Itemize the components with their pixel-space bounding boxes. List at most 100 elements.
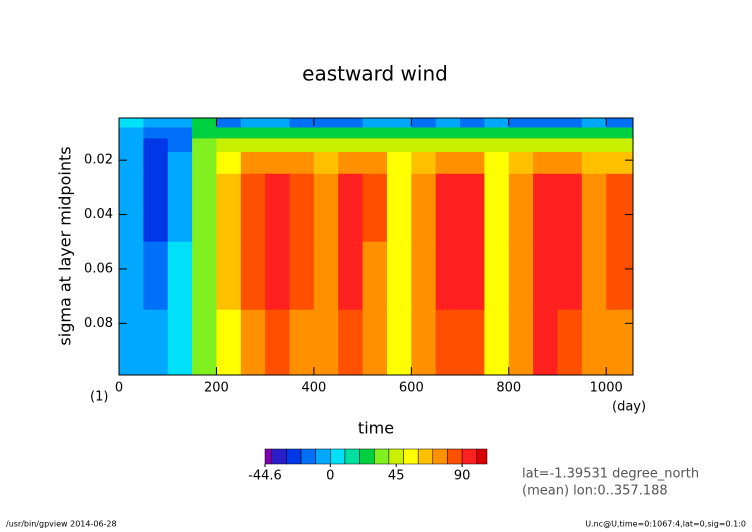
contour-cell (265, 138, 291, 153)
contour-cell (265, 118, 291, 129)
contour-cell (460, 118, 485, 129)
contour-cell (192, 118, 217, 129)
contour-cell (192, 241, 217, 311)
contour-cell (143, 173, 169, 243)
annotation: (mean) lon:0..357.188 (522, 484, 668, 499)
contour-cell (265, 241, 291, 311)
contour-cell (508, 151, 534, 175)
contour-cell (557, 309, 583, 376)
contour-cell (338, 118, 364, 129)
contour-cell (289, 309, 315, 376)
contour-cell (484, 173, 510, 243)
contour-cell (557, 173, 583, 243)
contour-cell (240, 173, 266, 243)
contour-cell (435, 138, 461, 153)
contour-cell (362, 151, 388, 175)
contour-cell (167, 151, 193, 175)
contour-cell (606, 138, 634, 153)
contour-cell (265, 151, 291, 175)
contour-cell (606, 151, 634, 175)
colorbar-box (300, 448, 316, 465)
contour-cell (484, 127, 510, 139)
contour-cell (143, 118, 169, 129)
colorbar-box (403, 448, 419, 465)
contour-cell (313, 241, 339, 311)
contour-cell (411, 309, 437, 376)
contour-cell (167, 241, 193, 311)
contour-cell (581, 138, 607, 153)
footer: U.nc@U,time=0:1067:4,lat=0,sig=0.1:0 (585, 520, 746, 529)
contour-cell (460, 151, 485, 175)
contour-cell (240, 118, 266, 129)
y-tick-label: 0.06 (84, 261, 113, 276)
contour-cell (289, 118, 315, 129)
contour-cell (435, 309, 461, 376)
x-tick-label: 0 (115, 381, 123, 396)
contour-cell (265, 173, 291, 243)
contour-cell (216, 127, 242, 139)
contour-cell (460, 138, 485, 153)
contour-cell (192, 173, 217, 243)
colorbar-box (417, 448, 434, 465)
contour-cell (484, 151, 510, 175)
contour-cell (484, 118, 510, 129)
contour-cell (411, 127, 437, 139)
contour-cell (192, 309, 217, 376)
contour-cell (289, 173, 315, 243)
contour-cell (557, 118, 583, 129)
x-tick-label: 200 (204, 381, 229, 396)
y-unit: (1) (90, 390, 108, 405)
contour-cell (167, 138, 193, 153)
colorbar-box (286, 448, 302, 465)
contour-cell (435, 127, 461, 139)
colorbar-box (461, 448, 477, 465)
contour-cell (240, 151, 266, 175)
colorbar-tick-label: 45 (388, 469, 405, 484)
contour-cell (508, 173, 534, 243)
contour-cell (265, 309, 291, 376)
y-tick-label: 0.04 (84, 207, 113, 222)
contour-cell (557, 151, 583, 175)
contour-cell (313, 127, 339, 139)
contour-cell (143, 309, 169, 376)
contour-cell (581, 173, 607, 243)
contour-cell (338, 241, 364, 311)
contour-cell (216, 309, 242, 376)
contour-cell (533, 173, 558, 243)
contour-cell (533, 127, 558, 139)
contour-cell (460, 241, 485, 311)
contour-cell (119, 241, 144, 311)
contour-cell (143, 127, 169, 139)
contour-cell (411, 138, 437, 153)
contour-cell (192, 151, 217, 175)
colorbar-tick-label: -44.6 (248, 469, 282, 484)
contour-cell (119, 173, 144, 243)
colorbar-box (330, 448, 346, 465)
contour-cell (240, 241, 266, 311)
contour-cell (313, 173, 339, 243)
contour-cell (460, 173, 485, 243)
colorbar-box (264, 448, 272, 465)
colorbar-box (447, 448, 463, 465)
contour-cell (119, 151, 144, 175)
contour-cell (533, 118, 558, 129)
y-axis-label: sigma at layer midpoints (56, 146, 75, 345)
contour-cell (386, 118, 412, 129)
contour-cell (313, 118, 339, 129)
contour-cell (411, 118, 437, 129)
contour-cell (216, 118, 242, 129)
y-tick-label: 0.02 (84, 153, 113, 168)
contour-cell (606, 118, 634, 129)
colorbar-box (388, 448, 404, 465)
contour-cell (362, 173, 388, 243)
x-unit: (day) (612, 400, 646, 415)
x-tick-label: 800 (496, 381, 521, 396)
contour-cell (435, 151, 461, 175)
contour-cell (581, 309, 607, 376)
contour-cell (216, 241, 242, 311)
contour-cell (289, 151, 315, 175)
contour-cell (386, 127, 412, 139)
contour-cell (533, 309, 558, 376)
contour-cell (167, 173, 193, 243)
